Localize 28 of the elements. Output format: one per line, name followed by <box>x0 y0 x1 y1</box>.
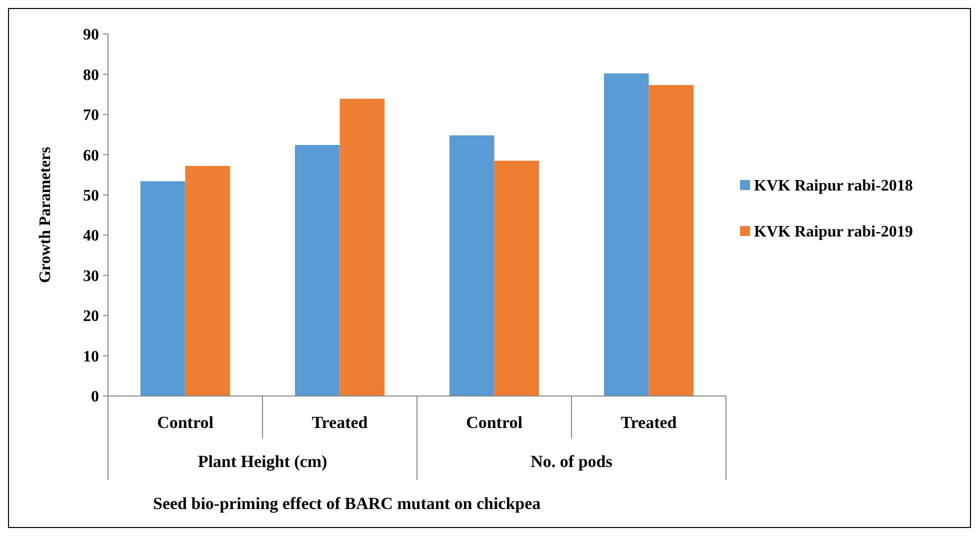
bar <box>185 166 230 396</box>
bar <box>604 73 649 396</box>
y-tick-label: 80 <box>83 66 99 84</box>
y-tick-label: 20 <box>83 308 99 326</box>
y-tick-label: 90 <box>83 26 99 44</box>
y-tick-label: 10 <box>83 348 99 366</box>
y-tick-label: 40 <box>83 228 99 245</box>
y-tick-label: 0 <box>91 388 99 406</box>
bar <box>294 145 340 396</box>
text: No. of pods <box>530 452 613 471</box>
bar <box>494 160 540 396</box>
x-tick-label: Treated <box>312 413 368 432</box>
bar <box>449 135 494 396</box>
y-axis-title: Growth Parameters <box>37 146 54 284</box>
text: Plant Height (cm) <box>198 452 328 471</box>
x-tick-label: Treated <box>620 413 678 432</box>
y-tick-label: 60 <box>83 147 99 164</box>
y-tick-label: 70 <box>83 107 99 124</box>
bar <box>140 181 186 396</box>
x-axis-title: Seed bio-priming effect of BARC mutant on chickpea <box>153 494 542 513</box>
bar <box>648 85 694 396</box>
y-tick-label: 50 <box>83 187 99 204</box>
legend-label: KVK Raipur rabi-2019 <box>754 224 913 241</box>
y-tick-label: 30 <box>83 268 99 285</box>
bar <box>340 98 385 396</box>
x-tick-label: Control <box>157 413 214 432</box>
legend-label: KVK Raipur rabi-2018 <box>754 178 913 195</box>
x-tick-label: Control <box>466 413 523 432</box>
